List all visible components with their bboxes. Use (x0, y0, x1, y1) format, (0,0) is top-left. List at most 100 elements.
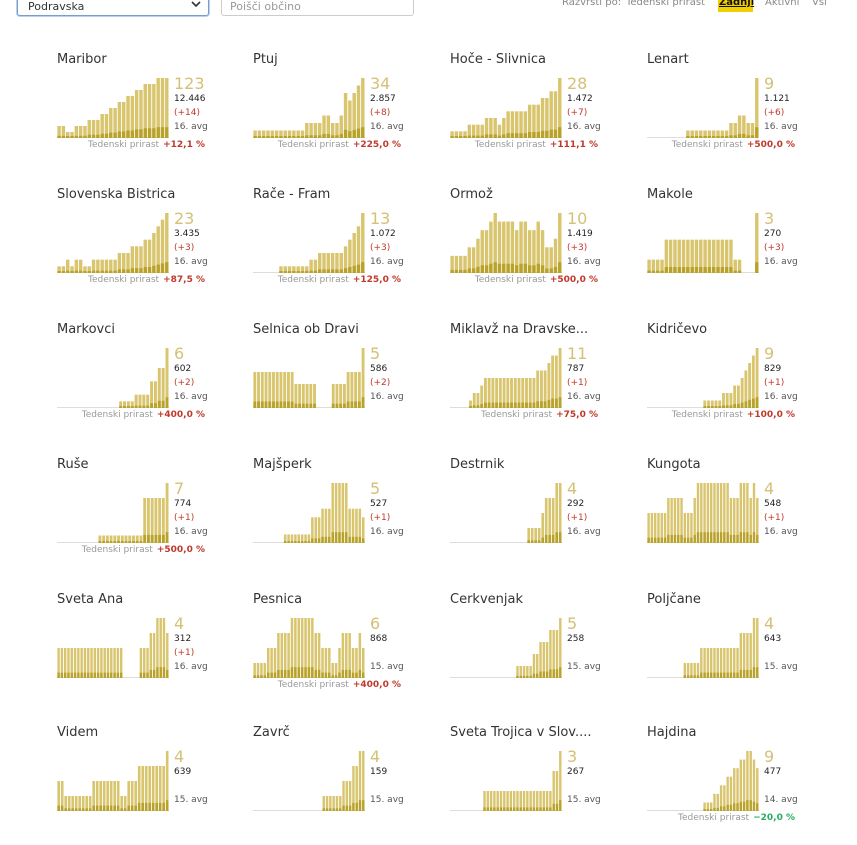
municipality-card[interactable]: Zavrč 4 159 15. avg (253, 725, 443, 845)
sparkline-bar-new (253, 401, 257, 408)
sparkline-bar-new (733, 270, 737, 273)
sparkline-bar (703, 802, 706, 811)
sparkline-bar-new (503, 807, 506, 811)
sparkline-bar (270, 648, 273, 678)
sparkline-bar-new (555, 532, 558, 543)
sparkline-bar (156, 78, 160, 138)
municipality-card[interactable]: Maribor 123 12.446 (+14) 16. avg Tedenski pri… (57, 52, 247, 172)
sort-option-weekly-growth[interactable]: Tedenski prirast (626, 0, 705, 8)
sort-option-all[interactable]: Vsi (812, 0, 827, 8)
municipality-card[interactable]: Rače - Fram 13 1.072 (+3) 16. avg Tedenski pr… (253, 187, 443, 307)
municipality-card[interactable]: Hoče - Slivnica 28 1.472 (+7) 16. avg Tedensk… (450, 52, 640, 172)
sort-option-latest[interactable]: Zadnji (719, 0, 755, 8)
municipality-card[interactable]: Sveta Trojica v Slov.... 3 267 15. avg (450, 725, 640, 845)
search-input[interactable]: Poišči občino (221, 0, 414, 16)
municipality-card[interactable]: Ptuj 34 2.857 (+8) 16. avg Tedenski prirast +2… (253, 52, 443, 172)
sparkline-bar-new (304, 541, 307, 543)
sparkline-bar-new (143, 672, 146, 678)
sparkline-bar-new (739, 801, 743, 811)
sparkline-bar (656, 259, 660, 273)
sparkline-bar-new (305, 271, 309, 273)
sparkline-bar (686, 513, 690, 543)
sparkline-bar (96, 259, 100, 273)
sparkline-bar (744, 370, 748, 408)
municipality-card[interactable]: Markovci 6 602 (+2) 16. avg Tedenski prirast +… (57, 322, 247, 442)
sparkline-bar-new (467, 135, 472, 138)
sparkline-bar-new (358, 536, 362, 543)
sparkline-bar (301, 384, 305, 408)
municipality-card[interactable]: Selnica ob Dravi 5 586 (+2) 16. avg (253, 322, 443, 442)
sparkline-bar-new (98, 541, 102, 543)
sparkline-bar (739, 633, 743, 678)
sparkline-bar-new (357, 401, 361, 408)
sparkline-bar (544, 498, 548, 543)
sparkline-bar (351, 648, 355, 678)
sparkline-bar (519, 221, 523, 273)
sparkline-bar-new (471, 135, 476, 138)
municipality-card[interactable]: Lenart 9 1.121 (+6) 16. avg Tedenski prirast +… (647, 52, 837, 172)
municipality-card[interactable]: Destrnik 4 292 (+1) 16. avg (450, 457, 640, 577)
sparkline-bar-new (526, 675, 529, 678)
sparkline-bar (551, 355, 555, 408)
sparkline-bar (522, 791, 526, 811)
municipality-card[interactable]: Ormož 10 1.419 (+3) 16. avg Tedenski prirast +… (450, 187, 640, 307)
sparkline-bar (152, 84, 156, 138)
sparkline-bar (723, 785, 726, 811)
sparkline-bar-new (489, 263, 493, 273)
municipality-card[interactable]: Cerkvenjak 5 258 15. avg (450, 592, 640, 712)
sparkline-bar-new (352, 265, 356, 273)
sparkline-bar (497, 221, 502, 273)
sparkline-bar-new (141, 802, 144, 811)
sparkline-bar-new (506, 807, 509, 811)
sparkline-bar-new (103, 672, 106, 678)
sparkline-bar-new (127, 805, 130, 811)
sparkline-bar-new (498, 402, 502, 408)
sparkline-bar-new (300, 541, 304, 543)
municipality-card[interactable]: Ruše 7 774 (+1) 16. avg Tedenski prirast +500,… (57, 457, 247, 577)
municipality-card[interactable]: Majšperk 5 527 (+1) 16. avg (253, 457, 443, 577)
sparkline-bar-new (120, 808, 123, 811)
municipality-card[interactable]: Makole 3 270 (+3) 16. avg (647, 187, 837, 307)
sparkline-bar (554, 355, 558, 408)
sparkline-bar-new (130, 805, 134, 811)
sparkline-bar (83, 648, 87, 678)
sparkline-bar (737, 259, 742, 273)
municipality-card[interactable]: Sveta Ana 4 312 (+1) 16. avg (57, 592, 247, 712)
sparkline-bar (280, 633, 284, 678)
sparkline-bar (551, 498, 555, 543)
sparkline-bar-new (752, 801, 756, 811)
sparkline-bar-new (733, 803, 736, 811)
municipality-card[interactable]: Videm 4 639 15. avg (57, 725, 247, 845)
sparkline-bar-new (147, 534, 150, 543)
sparkline-bar-new (109, 270, 113, 273)
municipality-card[interactable]: Pesnica 6 868 15. avg Tedenski prirast +400,0… (253, 592, 443, 712)
municipality-name: Kungota (647, 457, 701, 472)
sparkline-bar-new (335, 135, 339, 138)
sparkline-bar-new (339, 403, 343, 408)
municipality-card[interactable]: Slovenska Bistrica 23 3.435 (+3) 16. avg Tede… (57, 187, 247, 307)
sparkline-bar (542, 642, 546, 678)
sparkline-bar (709, 483, 713, 543)
sparkline-bar (523, 111, 528, 138)
sparkline-bar-new (83, 271, 87, 273)
delta-cases: (+1) (764, 513, 785, 523)
sparkline-bar (116, 781, 120, 811)
sparkline-bar (498, 378, 502, 408)
sparkline-bar (549, 791, 552, 811)
municipality-card[interactable]: Kungota 4 548 (+1) 16. avg (647, 457, 837, 577)
sparkline-bar (150, 381, 154, 408)
region-select[interactable]: Podravska (17, 0, 209, 16)
sparkline-bar-new (530, 540, 534, 543)
sparkline-bar-new (545, 671, 549, 678)
municipality-card[interactable]: Kidričevo 9 829 (+1) 16. avg Tedenski prirast… (647, 322, 837, 442)
sparkline-bar-new (660, 270, 664, 273)
municipality-card[interactable]: Poljčane 4 643 15. avg (647, 592, 837, 712)
sort-option-active[interactable]: Aktivni (765, 0, 800, 8)
sparkline-bar (263, 663, 267, 678)
sparkline-bar-new (165, 800, 169, 811)
sparkline-bar-new (123, 406, 127, 408)
municipality-card[interactable]: Miklavž na Dravske... 11 787 (+1) 16. avg Ted… (450, 322, 640, 442)
sparkline-bar-new (81, 808, 85, 811)
municipality-card[interactable]: Hajdina 9 477 14. avg Tedenski prirast −20,0 … (647, 725, 837, 845)
sparkline-bar (355, 648, 358, 678)
